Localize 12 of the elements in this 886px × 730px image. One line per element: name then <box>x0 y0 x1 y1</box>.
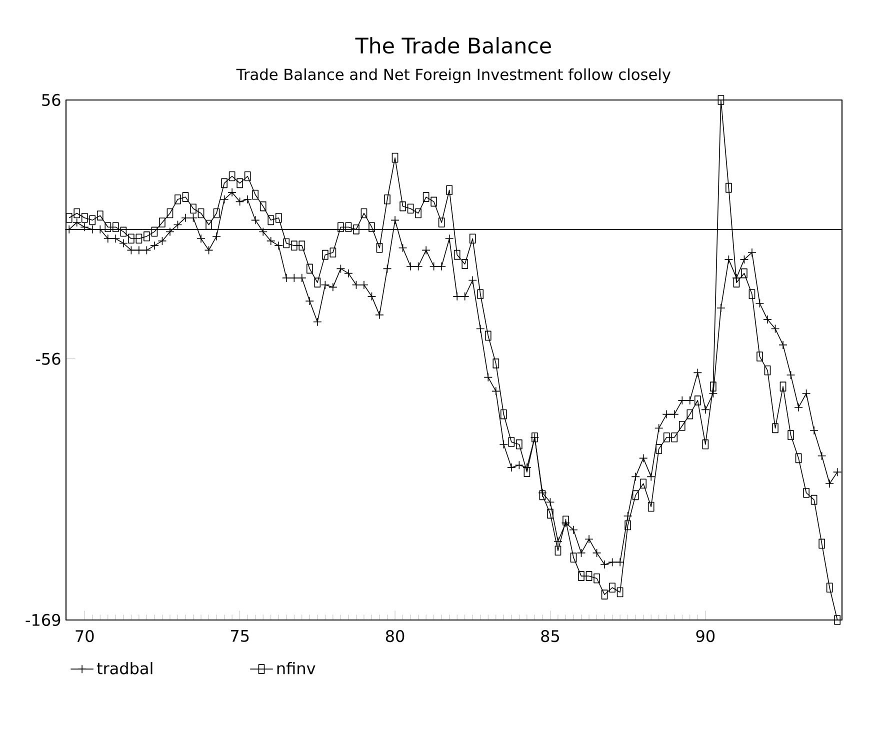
legend-label: tradbal <box>96 662 152 674</box>
x-tick-label: 85 <box>541 630 560 642</box>
chart-subtitle: Trade Balance and Net Foreign Investment follow closely <box>236 68 671 84</box>
x-tick-label: 70 <box>76 630 94 642</box>
legend-label: nfinv <box>277 662 316 674</box>
x-tick-label: 75 <box>230 630 249 642</box>
y-tick-label: -169 <box>26 614 60 626</box>
chart-title: The Trade Balance <box>355 37 551 54</box>
y-tick-label: 56 <box>42 94 60 106</box>
x-tick-label: 80 <box>386 630 404 642</box>
x-tick-label: 90 <box>696 630 715 642</box>
y-tick-label: -56 <box>36 352 60 365</box>
